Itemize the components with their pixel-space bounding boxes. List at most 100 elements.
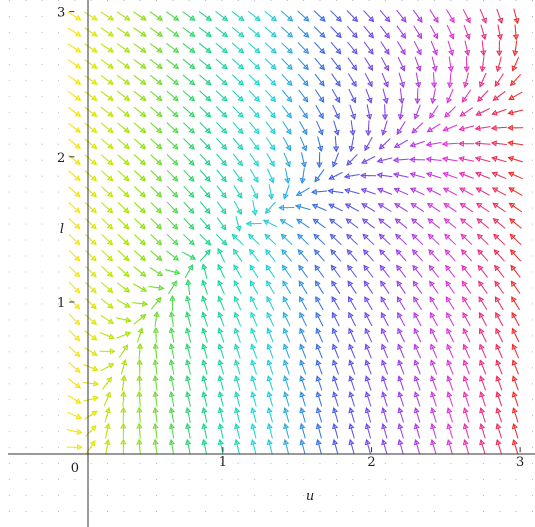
arrow-head [301, 128, 308, 136]
arrow-head [188, 207, 195, 214]
arrow-shaft [381, 376, 388, 391]
arrow-head [172, 31, 180, 38]
arrow-head [313, 233, 320, 240]
vector-arrow [331, 295, 341, 311]
arrow-shaft [215, 106, 228, 118]
arrow-head [413, 423, 420, 430]
arrow-shaft [231, 10, 245, 21]
arrow-head [220, 191, 227, 199]
vector-arrow [298, 89, 309, 103]
arrow-shaft [447, 423, 453, 439]
arrow-shaft [133, 58, 146, 69]
grid-dot [466, 79, 468, 81]
arrow-head [107, 159, 114, 166]
arrow-shaft [235, 360, 241, 375]
vector-arrow [380, 296, 390, 311]
arrow-head [139, 313, 147, 321]
grid-dot [8, 31, 10, 33]
grid-dot [401, 111, 403, 113]
vector-arrow [199, 233, 212, 246]
arrow-shaft [297, 10, 310, 22]
vector-arrow [198, 11, 212, 22]
arrow-shaft [101, 218, 113, 230]
arrow-shaft [150, 122, 163, 134]
vector-arrow [68, 170, 81, 182]
arrow-head [75, 413, 83, 420]
arrow-head [74, 303, 81, 310]
vector-arrow [248, 248, 260, 262]
vector-arrow [167, 280, 177, 295]
arrow-head [284, 177, 291, 185]
arrow-head [511, 359, 518, 366]
arrow-shaft [183, 201, 195, 214]
arrow-head [233, 295, 240, 303]
grid-dot [483, 79, 484, 81]
arrow-shaft [182, 122, 195, 134]
vector-arrow [150, 138, 163, 150]
grid-dot [90, 463, 92, 465]
arrow-head [280, 233, 287, 240]
arrow-head [465, 17, 471, 24]
vector-arrow [495, 359, 503, 375]
arrow-shaft [508, 91, 523, 100]
arrow-shaft [412, 281, 423, 294]
arrow-shaft [154, 311, 158, 327]
arrow-shaft [446, 9, 455, 23]
grid-dot [515, 31, 517, 33]
arrow-head [360, 187, 367, 194]
grid-dot [417, 143, 419, 145]
arrow-shaft [363, 280, 374, 294]
grid-dot [25, 255, 27, 257]
arrow-shaft [330, 249, 342, 262]
arrow-head [384, 16, 391, 23]
grid-dot [532, 239, 533, 241]
arrow-shaft [460, 233, 473, 246]
arrow-shaft [513, 8, 519, 24]
arrow-shaft [380, 57, 389, 71]
arrow-head [155, 175, 163, 182]
grid-dot [41, 95, 43, 97]
vector-arrow [462, 296, 472, 311]
arrow-head [250, 311, 256, 319]
arrow-shaft [395, 249, 407, 262]
arrow-shaft [150, 186, 162, 198]
arrow-head [237, 95, 244, 102]
vector-arrow [429, 9, 439, 24]
grid-dot [107, 511, 108, 512]
vector-arrow [429, 343, 438, 359]
arrow-head [315, 375, 322, 382]
vector-arrow [365, 88, 373, 104]
vector-arrow [199, 122, 212, 134]
arrow-shaft [149, 266, 163, 276]
arrow-head [89, 440, 96, 447]
arrow-head [155, 159, 163, 166]
arrow-shaft [363, 249, 374, 262]
arrow-shaft [414, 344, 422, 359]
arrow-shaft [512, 407, 519, 423]
grid-dot [352, 0, 354, 1]
arrow-head [318, 96, 325, 103]
vector-arrow [185, 311, 192, 327]
arrow-shaft [68, 202, 81, 214]
vector-arrow [425, 156, 442, 163]
arrow-head [492, 202, 499, 209]
arrow-shaft [133, 233, 146, 246]
arrow-shaft [84, 249, 97, 262]
grid-dot [41, 479, 43, 481]
vector-arrow [441, 140, 458, 148]
arrow-shaft [475, 126, 491, 130]
arrow-head [136, 422, 143, 429]
arrow-head [74, 366, 81, 373]
arrow-shaft [100, 11, 114, 21]
arrow-shaft [347, 73, 357, 87]
arrow-shaft [492, 90, 506, 101]
vector-arrow [331, 359, 339, 375]
arrow-head [364, 375, 371, 382]
arrow-head [430, 422, 437, 430]
grid-dot [8, 207, 10, 209]
arrow-head [172, 15, 180, 21]
arrow-shaft [461, 281, 472, 294]
grid-dot [352, 175, 354, 177]
vector-arrow [117, 74, 131, 85]
arrow-head [286, 79, 293, 87]
